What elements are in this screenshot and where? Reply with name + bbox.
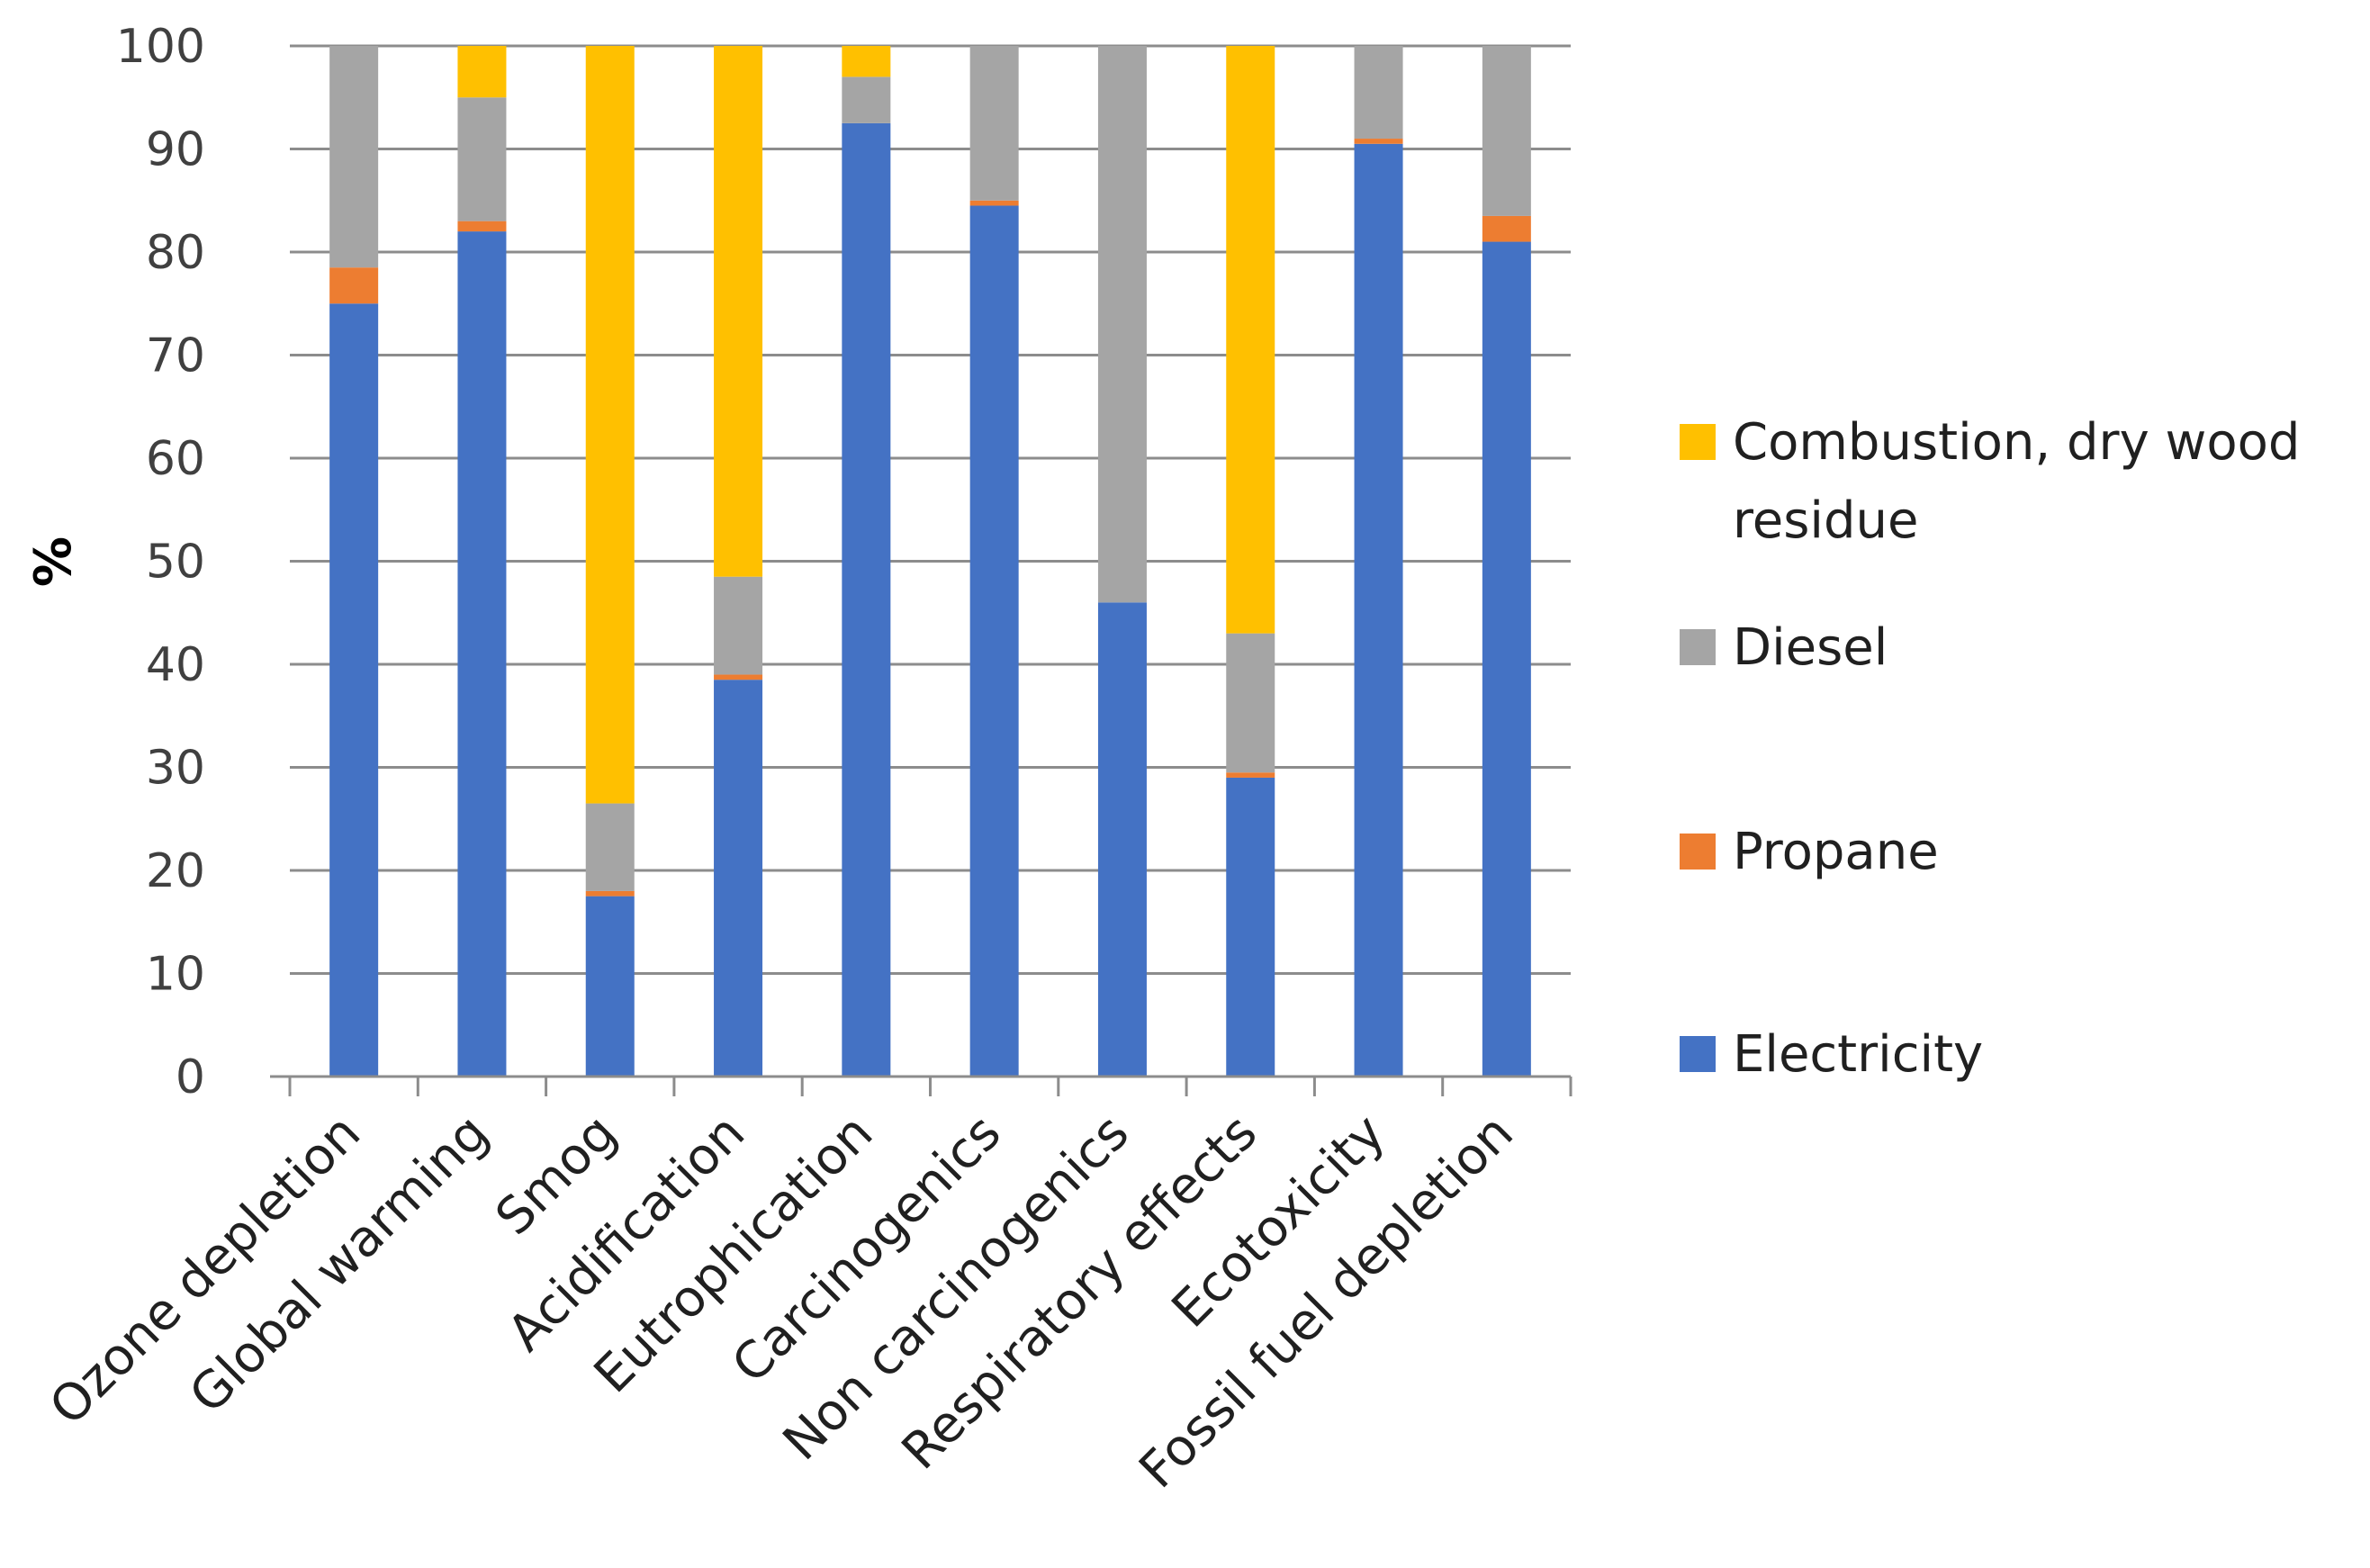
bar-segment-combustion-dry-wood-residue — [714, 46, 763, 577]
bar-segment-combustion-dry-wood-residue — [1226, 46, 1275, 634]
bar-segment-diesel — [842, 77, 891, 123]
y-tick-label: 60 — [146, 432, 205, 486]
y-tick-label: 90 — [146, 123, 205, 177]
bar-segment-propane — [457, 221, 507, 232]
bar-segment-electricity — [969, 205, 1019, 1077]
bar-segment-electricity — [329, 303, 379, 1077]
y-tick-label: 100 — [116, 20, 205, 74]
bar-segment-diesel — [969, 46, 1019, 201]
y-tick-label: 40 — [146, 638, 205, 692]
bar-segment-electricity — [457, 231, 507, 1077]
legend: Combustion, dry wood residue Diesel Propane… — [1680, 413, 2300, 1084]
bar-segment-combustion-dry-wood-residue — [585, 46, 635, 804]
bar-segment-diesel — [585, 803, 635, 891]
bar-segment-diesel — [1097, 46, 1147, 603]
bar-segment-diesel — [457, 97, 507, 221]
axes — [270, 1075, 1572, 1096]
bar-segment-propane — [585, 890, 635, 897]
y-tick-label: 0 — [176, 1050, 205, 1104]
y-tick-label: 30 — [146, 742, 205, 796]
bar-segment-propane — [329, 267, 379, 304]
legend-swatch — [1680, 424, 1716, 460]
y-tick-label: 70 — [146, 329, 205, 383]
legend-label: Propane — [1733, 823, 1939, 881]
bar-segment-electricity — [1482, 241, 1531, 1077]
bar-segment-propane — [1226, 772, 1275, 778]
legend-label: Combustion, dry wood — [1733, 413, 2300, 472]
bar-segment-electricity — [585, 896, 635, 1077]
bar-segment-propane — [1354, 139, 1403, 144]
legend-swatch — [1680, 1036, 1716, 1072]
bar-segment-electricity — [1354, 143, 1403, 1077]
bar-segment-electricity — [1097, 602, 1147, 1077]
legend-swatch — [1680, 629, 1716, 665]
legend-label: Electricity — [1733, 1025, 1983, 1084]
y-tick-labels: 0 10 20 30 40 50 60 70 80 90 100 — [116, 20, 205, 1104]
bar-segment-diesel — [1354, 46, 1403, 140]
y-tick-label: 10 — [146, 948, 205, 1002]
bar-segment-propane — [969, 200, 1019, 206]
legend-label: residue — [1733, 491, 1918, 550]
bar-segment-combustion-dry-wood-residue — [842, 46, 891, 77]
bar-segment-electricity — [714, 680, 763, 1077]
bar-segment-diesel — [1226, 633, 1275, 773]
bar-segment-diesel — [714, 576, 763, 675]
bar-segment-combustion-dry-wood-residue — [457, 46, 507, 98]
bar-segment-diesel — [1482, 46, 1531, 216]
legend-label: Diesel — [1733, 618, 1888, 677]
bar-segment-electricity — [1226, 777, 1275, 1077]
bar-segment-electricity — [842, 122, 891, 1077]
y-tick-label: 80 — [146, 226, 205, 280]
y-tick-label: 20 — [146, 844, 205, 898]
bar-segment-propane — [1482, 215, 1531, 242]
bar-segment-diesel — [329, 46, 379, 268]
y-tick-label: 50 — [146, 536, 205, 590]
legend-swatch — [1680, 834, 1716, 870]
y-axis-label: % — [24, 536, 83, 587]
bar-segment-propane — [714, 674, 763, 680]
bars — [329, 46, 1531, 1077]
